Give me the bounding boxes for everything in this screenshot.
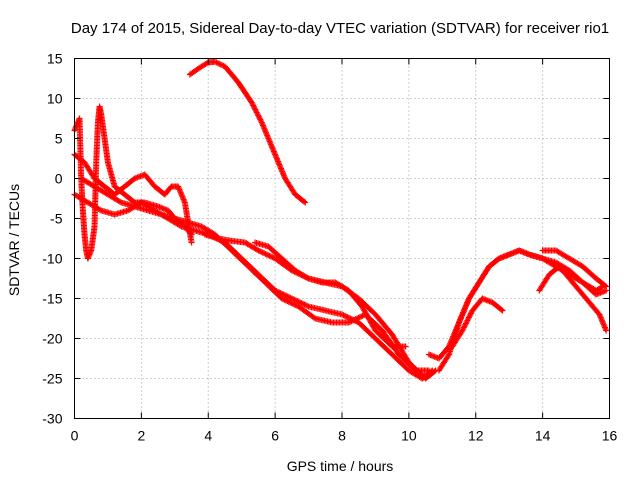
data-point xyxy=(349,317,356,324)
data-point xyxy=(282,297,289,304)
series-arc-4 xyxy=(71,191,436,382)
y-tick-label: -20 xyxy=(42,331,62,347)
data-point xyxy=(177,222,184,229)
x-tick-label: 8 xyxy=(338,428,346,444)
data-point xyxy=(602,282,609,289)
data-point xyxy=(260,250,267,257)
data-point xyxy=(388,342,395,349)
x-axis-ticks: 0 2 4 6 8 10 12 14 16 xyxy=(71,58,618,444)
y-tick-label: 0 xyxy=(55,171,63,187)
y-tick-label: 15 xyxy=(47,51,63,67)
data-point xyxy=(258,248,265,255)
data-point xyxy=(351,316,358,323)
data-point xyxy=(301,198,308,205)
data-point xyxy=(402,343,409,350)
y-tick-label: -30 xyxy=(42,411,62,427)
data-point xyxy=(278,295,285,302)
data-point xyxy=(344,314,351,321)
x-tick-label: 14 xyxy=(535,428,551,444)
data-point xyxy=(298,300,305,307)
data-point xyxy=(299,300,306,307)
y-tick-label: 10 xyxy=(47,91,63,107)
data-point xyxy=(358,313,365,320)
x-tick-label: 6 xyxy=(271,428,279,444)
data-point xyxy=(287,299,294,306)
data-point xyxy=(499,307,506,314)
data-point xyxy=(267,253,274,260)
data-point xyxy=(302,199,309,206)
data-point xyxy=(343,313,350,320)
data-point xyxy=(288,300,295,307)
data-point xyxy=(341,312,348,319)
data-point xyxy=(259,249,266,256)
y-tick-label: -10 xyxy=(42,251,62,267)
data-point xyxy=(280,296,287,303)
data-point xyxy=(345,319,352,326)
data-point xyxy=(348,318,355,325)
grid xyxy=(74,58,610,419)
y-tick-label: 5 xyxy=(55,131,63,147)
data-point xyxy=(255,247,262,254)
data-point xyxy=(339,311,345,318)
series-arc-7 xyxy=(252,239,409,350)
x-axis-label: GPS time / hours xyxy=(287,458,394,474)
data-point xyxy=(281,296,288,303)
data-point xyxy=(431,368,438,375)
x-tick-label: 12 xyxy=(468,428,484,444)
data-point xyxy=(356,314,363,321)
x-tick-label: 10 xyxy=(401,428,417,444)
data-point xyxy=(355,314,362,321)
series-arc-11 xyxy=(536,263,610,334)
data-point xyxy=(347,318,354,325)
series-arc-10 xyxy=(449,295,506,350)
y-tick-label: -5 xyxy=(50,211,63,227)
data-point xyxy=(304,302,311,309)
data-point xyxy=(425,367,432,374)
data-point xyxy=(445,352,452,359)
y-tick-label: -15 xyxy=(42,291,62,307)
data-point xyxy=(292,302,299,309)
series-arc-6 xyxy=(201,231,439,382)
data-point xyxy=(498,306,505,313)
data-point xyxy=(269,254,276,261)
data-point xyxy=(96,206,103,213)
x-tick-label: 16 xyxy=(602,428,618,444)
series-arc-2 xyxy=(71,103,195,262)
data-point xyxy=(301,301,308,308)
x-tick-label: 2 xyxy=(137,428,145,444)
data-point xyxy=(291,301,298,308)
data-point xyxy=(354,315,361,322)
x-tick-label: 4 xyxy=(204,428,212,444)
data-point xyxy=(265,252,272,259)
y-tick-label: -25 xyxy=(42,371,62,387)
data-point xyxy=(266,252,273,259)
series-arc-3 xyxy=(71,151,195,246)
data-marks xyxy=(71,58,610,382)
data-point xyxy=(285,298,292,305)
y-axis-ticks: 15 10 5 0 -5 -10 -15 -20 -25 -30 xyxy=(42,51,610,427)
data-point xyxy=(603,283,610,290)
series-arc-9 xyxy=(435,247,610,374)
chart-title: Day 174 of 2015, Sidereal Day-to-day VTE… xyxy=(71,20,609,37)
data-point xyxy=(340,312,347,319)
y-axis-label: SDTVAR / TECUs xyxy=(6,184,22,296)
data-point xyxy=(603,327,610,334)
series-arc-1 xyxy=(186,58,309,206)
data-point xyxy=(116,198,123,205)
data-point xyxy=(263,251,270,258)
data-point xyxy=(256,248,263,255)
data-point xyxy=(188,239,195,246)
data-point xyxy=(352,316,359,323)
data-point xyxy=(262,250,269,257)
data-point xyxy=(203,60,210,67)
data-point xyxy=(289,300,296,307)
data-point xyxy=(304,274,311,281)
series-arc-12 xyxy=(539,247,610,290)
data-point xyxy=(284,298,291,305)
data-point xyxy=(302,302,309,309)
x-tick-label: 0 xyxy=(71,428,79,444)
data-point xyxy=(310,314,317,321)
